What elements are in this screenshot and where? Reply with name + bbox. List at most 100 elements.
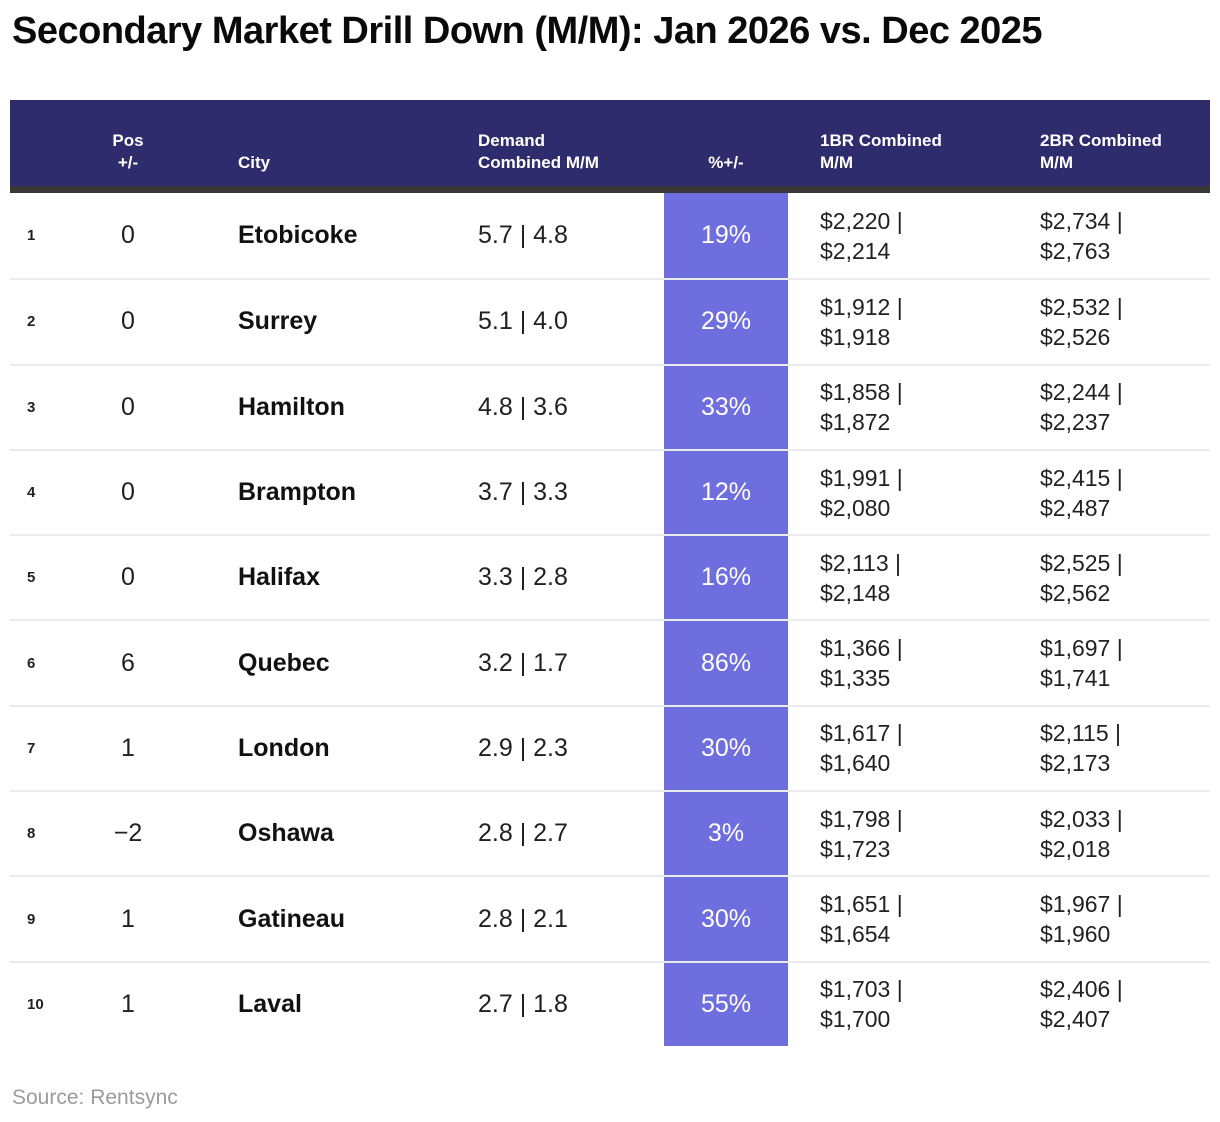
city-cell: Halifax	[238, 563, 320, 592]
pos-change-cell: 0	[121, 221, 135, 250]
table-row: 7 1 London 2.9 | 2.3 30% $1,617 | $1,640…	[10, 704, 1210, 791]
page-title: Secondary Market Drill Down (M/M): Jan 2…	[12, 10, 1043, 52]
column-header-pct-change: %+/-	[708, 153, 744, 172]
column-header-pos-line1: Pos	[112, 131, 144, 150]
one-br-jan-value: $2,113 |	[820, 549, 902, 576]
two-br-cell: $2,406 | $2,407	[1008, 974, 1210, 1034]
table-row: 8 −2 Oshawa 2.8 | 2.7 3% $1,798 | $1,723…	[10, 790, 1210, 876]
one-br-dec-value: $1,700	[820, 1006, 891, 1033]
two-br-jan-value: $2,532 |	[1040, 293, 1123, 320]
column-header-demand-line2: Combined M/M	[478, 153, 599, 172]
pct-change-badge: 16%	[664, 536, 788, 620]
two-br-dec-value: $1,741	[1040, 665, 1111, 692]
two-br-jan-value: $1,967 |	[1040, 891, 1123, 918]
two-br-cell: $2,532 | $2,526	[1008, 292, 1210, 352]
pos-change-cell: 0	[121, 307, 135, 336]
one-br-dec-value: $2,080	[820, 494, 891, 521]
two-br-dec-value: $2,526	[1040, 323, 1111, 350]
column-header-1br: 1BR Combined M/M	[788, 130, 1008, 174]
pct-change-badge: 55%	[664, 962, 788, 1046]
one-br-jan-value: $1,366 |	[820, 635, 903, 662]
rank-cell: 6	[27, 654, 36, 672]
one-br-dec-value: $1,654	[820, 921, 891, 948]
pos-change-cell: 0	[121, 392, 135, 421]
two-br-jan-value: $2,525 |	[1040, 549, 1123, 576]
city-cell: Hamilton	[238, 392, 345, 421]
rank-cell: 3	[27, 398, 36, 416]
one-br-cell: $1,617 | $1,640	[788, 718, 1008, 778]
one-br-cell: $1,858 | $1,872	[788, 377, 1008, 437]
pct-change-badge: 86%	[664, 621, 788, 705]
rank-cell: 9	[27, 910, 36, 928]
pos-change-cell: 1	[121, 733, 135, 762]
pos-change-cell: 0	[121, 478, 135, 507]
demand-cell: 2.8 | 2.1	[478, 904, 568, 933]
column-header-pos-line2: +/-	[117, 153, 139, 172]
one-br-cell: $1,703 | $1,700	[788, 974, 1008, 1034]
city-cell: Brampton	[238, 478, 357, 507]
one-br-cell: $1,991 | $2,080	[788, 463, 1008, 523]
one-br-cell: $1,366 | $1,335	[788, 633, 1008, 693]
pos-change-cell: −2	[113, 819, 143, 848]
city-cell: Quebec	[238, 648, 330, 677]
one-br-cell: $2,113 | $2,148	[788, 548, 1008, 608]
table-row: 5 0 Halifax 3.3 | 2.8 16% $2,113 | $2,14…	[10, 534, 1210, 620]
city-cell: Etobicoke	[238, 221, 358, 250]
one-br-dec-value: $2,214	[820, 237, 891, 264]
city-cell: Oshawa	[238, 819, 334, 848]
two-br-jan-value: $2,406 |	[1040, 976, 1123, 1003]
one-br-dec-value: $1,918	[820, 323, 891, 350]
pos-change-cell: 6	[121, 648, 135, 677]
one-br-cell: $1,912 | $1,918	[788, 292, 1008, 352]
pos-change-cell: 1	[121, 989, 135, 1018]
one-br-cell: $1,651 | $1,654	[788, 889, 1008, 949]
demand-cell: 3.2 | 1.7	[478, 648, 568, 677]
one-br-jan-value: $1,617 |	[820, 720, 903, 747]
data-table: Pos +/- City Demand Combined M/M %+/- 1B…	[10, 100, 1210, 1046]
two-br-cell: $1,697 | $1,741	[1008, 633, 1210, 693]
table-row: 3 0 Hamilton 4.8 | 3.6 33% $1,858 | $1,8…	[10, 363, 1210, 449]
column-header-demand: Demand Combined M/M	[478, 130, 664, 174]
rank-cell: 2	[27, 313, 36, 331]
one-br-dec-value: $2,148	[820, 579, 891, 606]
demand-cell: 5.1 | 4.0	[478, 307, 568, 336]
two-br-dec-value: $1,960	[1040, 921, 1111, 948]
one-br-jan-value: $1,703 |	[820, 976, 903, 1003]
header-divider	[10, 186, 1210, 193]
demand-cell: 3.7 | 3.3	[478, 478, 568, 507]
two-br-jan-value: $2,415 |	[1040, 464, 1123, 491]
one-br-jan-value: $1,798 |	[820, 805, 903, 832]
two-br-dec-value: $2,487	[1040, 494, 1111, 521]
column-header-2br-line1: 2BR Combined	[1040, 131, 1162, 150]
column-header-city: City	[238, 153, 271, 172]
one-br-dec-value: $1,872	[820, 409, 891, 436]
two-br-cell: $1,967 | $1,960	[1008, 889, 1210, 949]
two-br-dec-value: $2,173	[1040, 750, 1111, 777]
two-br-jan-value: $2,734 |	[1040, 207, 1123, 234]
demand-cell: 4.8 | 3.6	[478, 392, 568, 421]
one-br-cell: $1,798 | $1,723	[788, 804, 1008, 864]
demand-cell: 5.7 | 4.8	[478, 221, 568, 250]
rank-cell: 8	[27, 825, 36, 843]
two-br-dec-value: $2,237	[1040, 409, 1111, 436]
one-br-dec-value: $1,640	[820, 750, 891, 777]
table-row: 9 1 Gatineau 2.8 | 2.1 30% $1,651 | $1,6…	[10, 875, 1210, 961]
column-header-demand-line1: Demand	[478, 131, 546, 150]
two-br-cell: $2,115 | $2,173	[1008, 718, 1210, 778]
table-row: 1 0 Etobicoke 5.7 | 4.8 19% $2,220 | $2,…	[10, 193, 1210, 279]
table-row: 2 0 Surrey 5.1 | 4.0 29% $1,912 | $1,918…	[10, 278, 1210, 364]
two-br-jan-value: $1,697 |	[1040, 635, 1123, 662]
table-row: 6 6 Quebec 3.2 | 1.7 86% $1,366 | $1,335…	[10, 619, 1210, 705]
one-br-dec-value: $1,723	[820, 835, 891, 862]
table-body: 1 0 Etobicoke 5.7 | 4.8 19% $2,220 | $2,…	[10, 193, 1210, 1046]
two-br-cell: $2,244 | $2,237	[1008, 377, 1210, 437]
table-row: 4 0 Brampton 3.7 | 3.3 12% $1,991 | $2,0…	[10, 448, 1210, 535]
one-br-jan-value: $1,651 |	[820, 891, 903, 918]
demand-cell: 2.8 | 2.7	[478, 819, 568, 848]
table-header: Pos +/- City Demand Combined M/M %+/- 1B…	[10, 100, 1210, 186]
two-br-jan-value: $2,244 |	[1040, 379, 1123, 406]
city-cell: Surrey	[238, 307, 318, 336]
demand-cell: 2.7 | 1.8	[478, 989, 568, 1018]
pos-change-cell: 0	[121, 563, 135, 592]
two-br-cell: $2,525 | $2,562	[1008, 548, 1210, 608]
